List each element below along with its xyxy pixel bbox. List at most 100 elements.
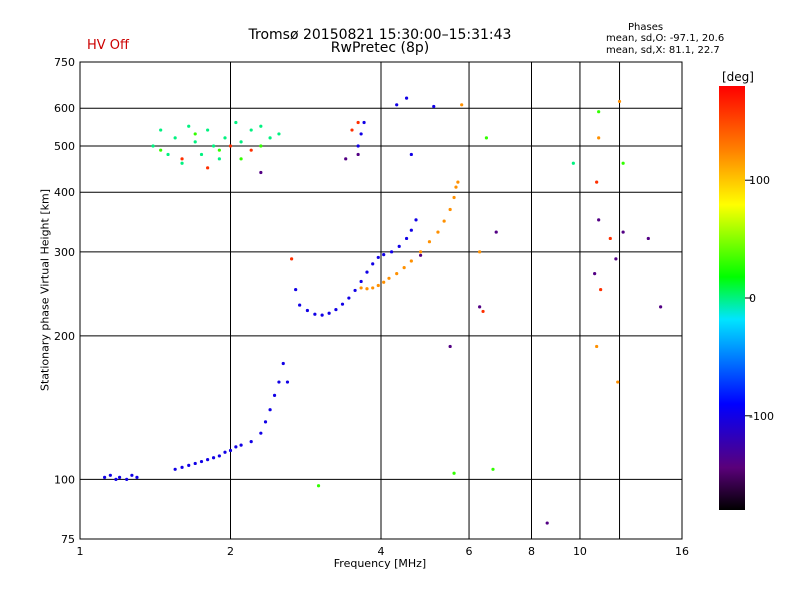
data-point <box>108 473 112 477</box>
phases-title: Phases <box>628 22 664 33</box>
data-point <box>316 484 321 488</box>
data-point <box>359 132 363 136</box>
data-point <box>442 219 446 223</box>
data-point <box>344 157 348 161</box>
data-point <box>135 475 139 479</box>
data-point <box>294 287 298 292</box>
data-point <box>206 128 210 132</box>
data-point <box>217 148 221 152</box>
data-point <box>187 124 191 128</box>
data-point <box>409 259 413 263</box>
data-point <box>259 170 263 175</box>
data-point <box>597 218 601 222</box>
data-point <box>193 132 197 136</box>
data-point <box>484 136 489 140</box>
data-point <box>382 252 386 257</box>
data-point <box>481 309 485 314</box>
data-point <box>130 473 134 477</box>
data-point <box>117 475 122 479</box>
data-point <box>290 257 294 261</box>
data-point <box>448 344 452 349</box>
data-point <box>365 287 369 291</box>
data-point <box>259 144 263 148</box>
x-tick-label: 10 <box>573 545 587 558</box>
data-point <box>371 286 375 290</box>
data-point <box>646 236 650 241</box>
phases-o-stats: mean, sd,O: -97.1, 20.6 <box>606 33 725 44</box>
data-point <box>259 431 263 435</box>
data-point <box>395 103 399 107</box>
data-point <box>414 218 418 222</box>
data-point <box>259 124 263 128</box>
data-point <box>356 120 360 125</box>
data-point <box>614 257 618 261</box>
data-point <box>199 459 204 464</box>
data-point <box>173 136 177 140</box>
data-point <box>206 458 210 462</box>
data-point <box>478 250 482 254</box>
data-point <box>268 408 272 412</box>
data-point <box>193 140 197 144</box>
data-point <box>239 443 243 447</box>
y-tick-label: 75 <box>61 533 75 546</box>
chart-title: Tromsø 20150821 15:30:00–15:31:43 <box>248 27 512 43</box>
data-point <box>409 228 413 232</box>
data-point <box>359 286 363 290</box>
data-point <box>173 467 177 471</box>
data-point <box>418 250 423 254</box>
data-point <box>454 185 458 189</box>
data-point <box>320 313 324 317</box>
x-tick-label: 6 <box>466 545 473 558</box>
grid-layer <box>80 62 682 539</box>
plot-frame <box>79 61 683 540</box>
data-point <box>180 465 184 469</box>
data-point <box>595 344 599 349</box>
data-point <box>263 420 268 424</box>
x-axis-label: Frequency [MHz] <box>333 557 427 570</box>
colorbar <box>719 86 745 510</box>
data-point <box>356 144 360 148</box>
data-point <box>206 166 210 170</box>
data-point <box>395 272 399 276</box>
data-point <box>478 305 482 309</box>
data-point <box>371 262 375 266</box>
y-tick-label: 300 <box>54 246 75 259</box>
data-point <box>217 157 221 161</box>
data-point <box>362 120 366 125</box>
data-point <box>494 230 498 234</box>
y-tick-label: 200 <box>54 330 75 343</box>
data-point <box>452 195 456 200</box>
data-point <box>228 448 233 453</box>
data-point <box>460 103 464 107</box>
data-point <box>356 152 360 157</box>
data-point <box>436 230 440 234</box>
data-point <box>268 136 272 140</box>
data-point <box>353 288 357 293</box>
x-tick-label: 1 <box>77 545 84 558</box>
data-point <box>228 144 233 148</box>
data-points-layer <box>103 96 663 525</box>
data-point <box>234 120 238 125</box>
y-tick-label: 500 <box>54 140 75 153</box>
data-point <box>159 128 163 132</box>
x-tick-label: 4 <box>378 545 385 558</box>
data-point <box>659 305 663 309</box>
data-point <box>409 152 413 157</box>
data-point <box>376 255 380 260</box>
chart-subtitle: RwPretec (8p) <box>330 40 430 56</box>
data-point <box>427 240 432 244</box>
data-point <box>491 467 495 471</box>
x-tick-label: 2 <box>227 545 234 558</box>
data-point <box>249 148 253 152</box>
data-point <box>223 450 227 454</box>
data-point <box>211 456 216 460</box>
data-point <box>187 463 191 467</box>
y-tick-label: 400 <box>54 186 75 199</box>
colorbar-unit-label: [deg] <box>722 70 754 84</box>
data-point <box>180 161 184 165</box>
axis-layer: 1 2 4 6 8 10 16 75 100 200 300 400 500 600 750 <box>54 56 689 558</box>
data-point <box>365 270 369 274</box>
data-point <box>180 157 184 161</box>
data-point <box>608 236 612 241</box>
data-point <box>193 461 197 466</box>
